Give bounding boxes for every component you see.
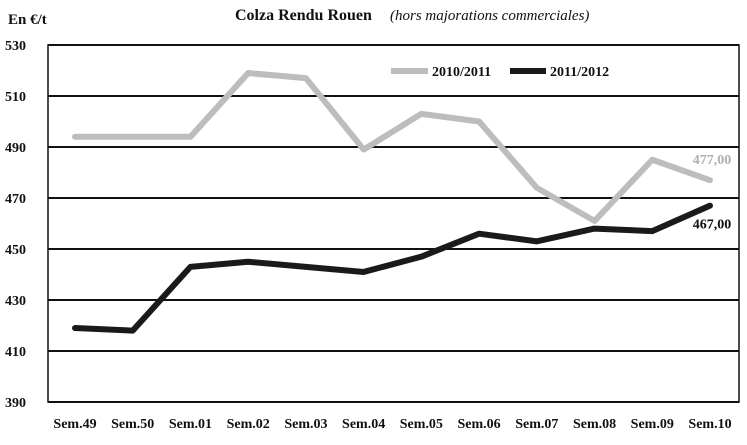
plot-frame bbox=[47, 44, 740, 403]
x-tick-label-sem-49: Sem.49 bbox=[53, 417, 96, 432]
y-axis-ticks: 390 410 430 450 470 490 510 530 bbox=[5, 39, 26, 411]
y-tick-label-430: 430 bbox=[5, 294, 26, 309]
grid bbox=[47, 44, 740, 403]
x-tick-label-sem-08: Sem.08 bbox=[573, 417, 616, 432]
y-tick-label-470: 470 bbox=[5, 192, 26, 207]
x-tick-label-sem-01: Sem.01 bbox=[169, 417, 212, 432]
x-tick-label-sem-50: Sem.50 bbox=[111, 417, 154, 432]
x-axis-ticks: Sem.49 Sem.50 Sem.01 Sem.02 Sem.03 Sem.04 Sem.… bbox=[53, 417, 731, 432]
x-tick-label-sem-07: Sem.07 bbox=[515, 417, 558, 432]
y-tick-label-530: 530 bbox=[5, 39, 26, 54]
x-tick-label-sem-10: Sem.10 bbox=[688, 417, 731, 432]
legend-label-2010-2011: 2010/2011 bbox=[432, 65, 491, 80]
y-unit-label: En €/t bbox=[8, 12, 47, 28]
y-tick-label-490: 490 bbox=[5, 141, 26, 156]
x-tick-label-sem-06: Sem.06 bbox=[458, 417, 501, 432]
y-tick-label-410: 410 bbox=[5, 345, 26, 360]
x-tick-label-sem-05: Sem.05 bbox=[400, 417, 443, 432]
x-tick-label-sem-09: Sem.09 bbox=[631, 417, 674, 432]
y-tick-label-510: 510 bbox=[5, 90, 26, 105]
y-tick-label-390: 390 bbox=[5, 396, 26, 411]
end-label-2010-2011: 477,00 bbox=[693, 153, 732, 168]
chart-title: Colza Rendu Rouen bbox=[235, 7, 372, 24]
end-label-2011-2012: 467,00 bbox=[693, 218, 732, 233]
legend: 2010/2011 2011/2012 bbox=[391, 65, 609, 80]
end-labels: 477,00 467,00 bbox=[693, 153, 732, 233]
y-tick-label-450: 450 bbox=[5, 243, 26, 258]
legend-label-2011-2012: 2011/2012 bbox=[550, 65, 609, 80]
chart-subtitle: (hors majorations commerciales) bbox=[390, 8, 589, 24]
series-lines bbox=[72, 70, 713, 334]
series-line-2010-2011 bbox=[72, 70, 713, 224]
x-tick-label-sem-02: Sem.02 bbox=[227, 417, 270, 432]
x-tick-label-sem-04: Sem.04 bbox=[342, 417, 385, 432]
x-tick-label-sem-03: Sem.03 bbox=[284, 417, 327, 432]
series-line-2011-2012 bbox=[72, 202, 713, 334]
